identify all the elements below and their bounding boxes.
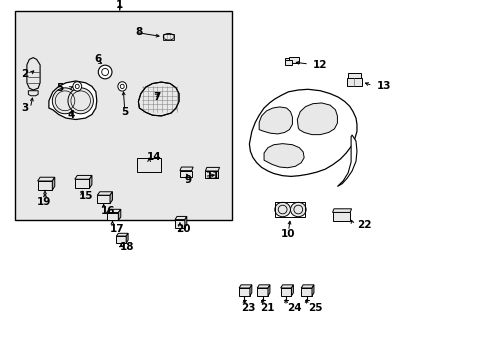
Polygon shape (138, 82, 179, 116)
Polygon shape (38, 177, 55, 181)
Polygon shape (259, 107, 292, 134)
Polygon shape (337, 135, 356, 186)
Text: 3: 3 (21, 103, 28, 113)
Text: 24: 24 (287, 303, 302, 313)
Polygon shape (52, 177, 55, 190)
Bar (332, 212, 349, 221)
Bar (97, 195, 110, 203)
Polygon shape (184, 216, 186, 228)
Text: 5: 5 (121, 107, 128, 117)
Polygon shape (291, 285, 293, 296)
Polygon shape (301, 285, 313, 288)
Ellipse shape (98, 65, 112, 79)
Polygon shape (264, 144, 304, 168)
Bar (205, 171, 218, 178)
Polygon shape (249, 89, 356, 176)
Bar (106, 212, 118, 220)
Polygon shape (49, 81, 97, 120)
Bar (15, 11, 232, 220)
Text: 12: 12 (312, 60, 327, 70)
Polygon shape (280, 285, 293, 288)
Text: 18: 18 (120, 242, 134, 252)
Polygon shape (180, 167, 193, 171)
Polygon shape (257, 285, 269, 288)
Polygon shape (297, 103, 337, 135)
Polygon shape (205, 167, 219, 171)
Bar (239, 288, 249, 296)
Text: 22: 22 (356, 220, 371, 230)
Bar (280, 288, 291, 296)
Text: 16: 16 (100, 206, 115, 216)
Text: 4: 4 (67, 110, 75, 120)
Text: 1: 1 (116, 0, 123, 10)
Text: 19: 19 (37, 197, 51, 207)
Bar (284, 58, 289, 60)
Bar (284, 60, 292, 65)
Ellipse shape (118, 82, 126, 91)
Ellipse shape (274, 202, 290, 217)
Ellipse shape (68, 88, 93, 114)
Polygon shape (118, 209, 121, 220)
Bar (175, 220, 184, 228)
Bar (301, 288, 311, 296)
Bar (257, 288, 267, 296)
Text: 17: 17 (110, 224, 124, 234)
Polygon shape (106, 209, 121, 212)
Bar (116, 236, 126, 243)
Polygon shape (332, 209, 351, 212)
Text: 11: 11 (205, 171, 220, 181)
Text: 23: 23 (241, 303, 255, 313)
Polygon shape (239, 285, 251, 288)
Ellipse shape (73, 82, 81, 91)
Polygon shape (175, 216, 186, 220)
Polygon shape (110, 192, 112, 203)
Polygon shape (267, 285, 269, 296)
Polygon shape (311, 285, 313, 296)
Text: 25: 25 (307, 303, 322, 313)
Polygon shape (75, 175, 92, 179)
Polygon shape (97, 192, 112, 195)
Text: 15: 15 (78, 191, 93, 201)
Polygon shape (116, 233, 128, 236)
Text: 6: 6 (94, 54, 101, 64)
Bar (137, 158, 161, 172)
Text: 5: 5 (56, 83, 63, 93)
Text: 9: 9 (184, 175, 191, 185)
Polygon shape (249, 285, 251, 296)
Bar (274, 202, 305, 217)
Text: 20: 20 (176, 224, 190, 234)
Text: 8: 8 (136, 27, 142, 37)
Text: 7: 7 (152, 92, 160, 102)
Bar (180, 171, 191, 177)
Ellipse shape (52, 88, 78, 114)
Ellipse shape (163, 33, 174, 40)
Text: 10: 10 (281, 229, 295, 239)
Ellipse shape (290, 202, 305, 217)
Bar (346, 78, 361, 86)
Text: 2: 2 (21, 69, 28, 79)
Bar (288, 57, 299, 63)
Bar (75, 179, 89, 188)
Bar (38, 181, 52, 190)
Bar (347, 73, 360, 78)
Polygon shape (126, 233, 128, 243)
Text: 14: 14 (146, 152, 161, 162)
Text: 21: 21 (260, 303, 274, 313)
Polygon shape (89, 175, 92, 188)
Text: 13: 13 (376, 81, 390, 91)
